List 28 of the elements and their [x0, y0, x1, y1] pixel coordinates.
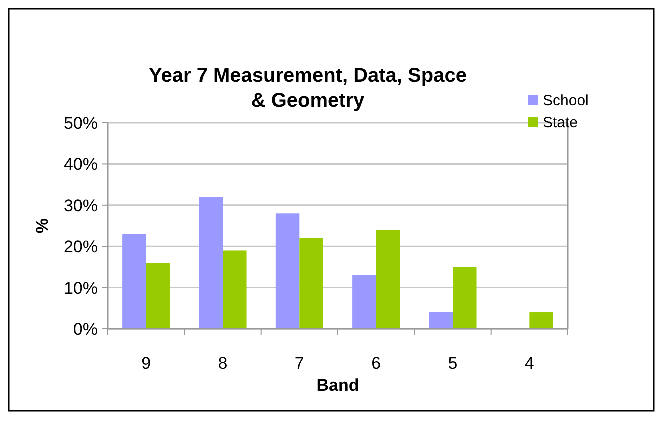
x-tick-label: 9	[142, 354, 152, 373]
bar	[429, 312, 453, 329]
bar	[276, 214, 300, 329]
y-tick-label: 30%	[64, 196, 98, 216]
bar	[199, 197, 223, 329]
x-tick-label: 8	[218, 354, 228, 373]
x-tick-label: 5	[448, 354, 458, 373]
x-tick-label: 6	[372, 354, 382, 373]
y-tick-label: 10%	[64, 278, 98, 298]
legend-label: State	[543, 114, 578, 132]
bar	[122, 234, 146, 329]
bar	[453, 267, 477, 329]
x-tick-label: 7	[294, 354, 304, 373]
y-tick-label: 50%	[64, 114, 98, 133]
bar	[352, 275, 376, 329]
y-axis-title: %	[33, 218, 52, 234]
y-tick-label: 20%	[64, 238, 98, 257]
bar	[146, 263, 170, 329]
bar	[376, 230, 400, 329]
bar	[300, 238, 324, 329]
x-axis-title: Band	[316, 376, 360, 395]
bar	[530, 312, 554, 329]
y-tick-label: 0%	[73, 320, 98, 339]
x-tick-label: 4	[524, 354, 534, 373]
bar	[223, 250, 247, 329]
y-tick-label: 40%	[64, 155, 98, 174]
legend-label: School	[543, 92, 589, 110]
chart-title: Year 7 Measurement, Data, Space & Geometry	[149, 65, 467, 112]
